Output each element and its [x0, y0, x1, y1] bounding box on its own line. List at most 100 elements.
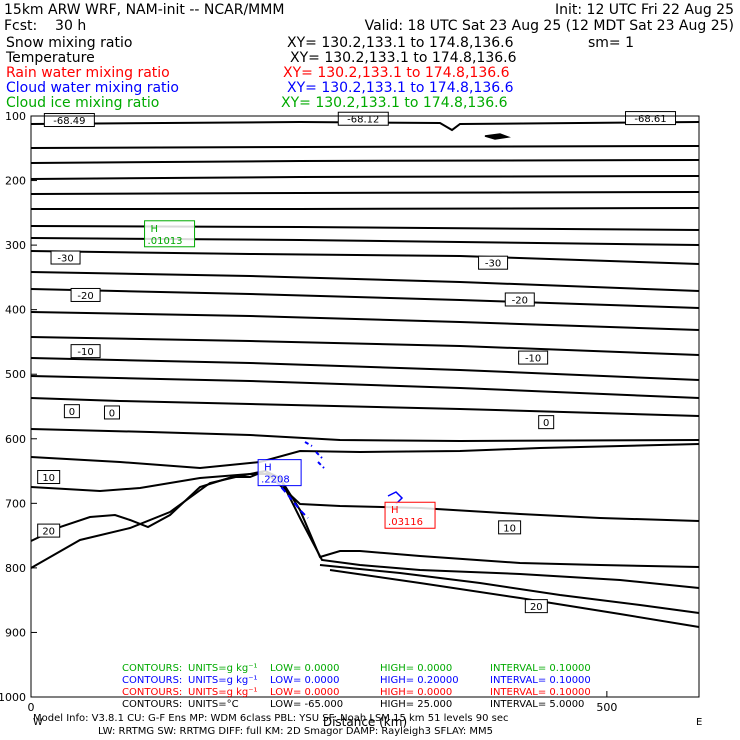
max-value-label: .01013 [148, 236, 183, 247]
isotherm-label: 0 [109, 408, 115, 419]
isotherm-line-18 [30, 473, 700, 522]
x-axis-label: Distance (km) [323, 715, 407, 729]
isotherm-label: 10 [503, 523, 516, 534]
cloud-water-contour [387, 491, 404, 505]
chart-title: 15km ARW WRF, NAM-init -- NCAR/MMM [4, 2, 285, 18]
y-tick-label: 100 [5, 110, 26, 123]
isotherm-label-box [498, 520, 522, 535]
x-tick-label: 0 [28, 701, 35, 714]
y-tick-label: 600 [5, 433, 26, 446]
isotherm-line-19 [30, 469, 700, 568]
isotherm-line-21 [319, 564, 700, 614]
max-value-box [384, 501, 436, 529]
isotherm-line-12 [30, 336, 700, 356]
isotherm-label-box [478, 255, 509, 270]
isotherm-line-2 [30, 159, 700, 164]
isotherm-label-box [50, 250, 81, 265]
isotherm-line-5 [31, 207, 700, 210]
isotherm-label-box [504, 292, 535, 307]
isotherm-label: 0 [543, 418, 549, 429]
y-tick-label: 900 [5, 626, 26, 639]
isotherm-label: 0 [69, 407, 75, 418]
isotherm-line-8 [30, 250, 700, 265]
field-cloudice-name: Cloud ice mixing ratio [6, 95, 160, 111]
y-tick-label: 200 [5, 175, 26, 188]
chart-marks: -68.49 -68.12 -68.61 -30 -30 -20 -20 -10 -10 0 0 0 1… [37, 111, 677, 614]
y-tick-label: 800 [5, 562, 26, 575]
isotherm-label: 20 [530, 602, 543, 613]
legend-low: LOW= -65.000 [270, 699, 343, 710]
isotherm-label-box [37, 523, 61, 538]
max-value-box [257, 459, 302, 487]
legend-units: UNITS=g kg⁻¹ [188, 663, 258, 674]
isotherm-label: 10 [42, 473, 55, 484]
plot-border [30, 115, 700, 698]
legend-low: LOW= 0.0000 [270, 687, 340, 698]
isotherm-label-box [103, 405, 120, 420]
isotherm-label-box [63, 404, 80, 419]
field-temp-xy: XY= 130.2,133.1 to 174.8,136.6 [290, 50, 517, 66]
legend-units: UNITS=g kg⁻¹ [188, 687, 258, 698]
isotherm-label-box [625, 111, 677, 126]
valid-time: Valid: 18 UTC Sat 23 Aug 25 (12 MDT Sat … [364, 18, 734, 34]
isotherm-line-0 [30, 120, 700, 132]
max-value-marker: H [151, 224, 159, 235]
isotherm-line-9 [30, 271, 700, 292]
isotherm-label: -68.12 [347, 115, 379, 126]
legend-high: HIGH= 0.0000 [380, 687, 452, 698]
legend-low: LOW= 0.0000 [270, 675, 340, 686]
isotherm-line-13 [30, 357, 700, 381]
field-cloudwater-name: Cloud water mixing ratio [6, 80, 179, 96]
legend-contours: CONTOURS: [122, 663, 182, 674]
isotherm-line-4 [30, 191, 700, 195]
legend-interval: INTERVAL= 0.10000 [490, 675, 591, 686]
max-value-label: .2208 [261, 475, 290, 486]
legend-low: LOW= 0.0000 [270, 663, 340, 674]
isotherm-label-box [70, 287, 101, 302]
field-snow-smooth: sm= 1 [588, 35, 635, 51]
isotherm-label-box [337, 111, 389, 126]
isotherm-label-box [43, 113, 95, 128]
x-start-label: W [33, 717, 43, 728]
cloud-water-contour [274, 479, 309, 519]
isotherm-label: -68.61 [634, 114, 666, 125]
model-info-line2: LW: RRTMG SW: RRTMG DIFF: full KM: 2D Sm… [98, 726, 493, 737]
isotherm-label: -68.49 [53, 116, 85, 127]
legend-interval: INTERVAL= 0.10000 [490, 687, 591, 698]
isotherm-label-box [70, 344, 101, 359]
field-rain-name: Rain water mixing ratio [6, 65, 170, 81]
cloud-water-contour [304, 441, 325, 469]
isotherm-label: -20 [77, 291, 93, 302]
isotherm-line-6 [30, 225, 700, 231]
field-snow-name: Snow mixing ratio [6, 35, 133, 51]
y-tick-label: 1000 [0, 691, 26, 704]
isotherm-line-11 [30, 311, 700, 331]
x-tick-label: 500 [596, 701, 617, 714]
isotherm-line-10 [30, 288, 700, 309]
isotherm-line-3 [30, 175, 700, 180]
x-end-label: E [696, 717, 702, 728]
field-cloudice-xy: XY= 130.2,133.1 to 174.8,136.6 [281, 95, 508, 111]
max-value-marker: H [391, 505, 399, 516]
legend-units: UNITS=g kg⁻¹ [188, 675, 258, 686]
isotherm-label: -20 [512, 295, 528, 306]
isotherm-label-box [538, 415, 555, 430]
field-snow-xy: XY= 130.2,133.1 to 174.8,136.6 [287, 35, 514, 51]
legend-interval: INTERVAL= 5.0000 [490, 699, 584, 710]
max-value-box [144, 220, 196, 248]
legend-high: HIGH= 0.20000 [380, 675, 459, 686]
isotherm-line-7 [30, 237, 700, 246]
isotherm-line-17 [30, 443, 700, 470]
isotherm-line-15 [30, 397, 700, 417]
legend-interval: INTERVAL= 0.10000 [490, 663, 591, 674]
isotherm-label-box [518, 350, 549, 365]
field-temp-name: Temperature [6, 50, 95, 66]
max-value-label: .03116 [388, 517, 423, 528]
legend-units: UNITS=°C [188, 699, 239, 710]
y-tick-label: 500 [5, 368, 26, 381]
legend-contours: CONTOURS: [122, 687, 182, 698]
isotherm-line-14 [30, 375, 700, 399]
legend-contours: CONTOURS: [122, 675, 182, 686]
